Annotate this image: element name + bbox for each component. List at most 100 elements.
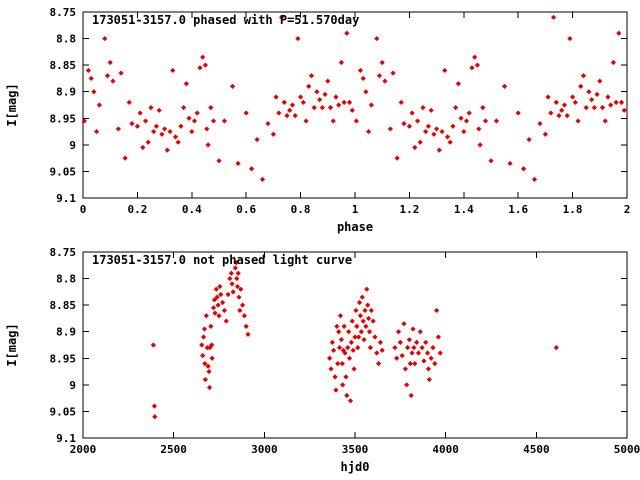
data-point (110, 78, 116, 84)
data-point (526, 136, 532, 143)
data-point (213, 286, 219, 292)
unphased-light-curve-chart: 2000 2500 3000 3500 4000 4500 5000 8.75 8.8 8.85 8… (0, 240, 640, 480)
data-point (217, 283, 223, 290)
data-point (570, 94, 576, 100)
data-point (367, 345, 374, 351)
data-point (488, 158, 494, 164)
data-point (395, 329, 402, 335)
data-point (548, 110, 554, 116)
data-point (447, 139, 453, 145)
x-tick-label: 0.2 (127, 203, 147, 216)
data-point (410, 326, 416, 332)
data-point (230, 289, 236, 295)
data-point (336, 345, 343, 351)
data-point (156, 107, 162, 113)
y-axis-label: I[mag] (5, 323, 19, 366)
data-point (390, 70, 396, 76)
data-point (420, 105, 426, 111)
y-tick-label: 9.05 (50, 165, 77, 178)
data-point (327, 355, 333, 361)
y-tick-label: 8.8 (56, 33, 76, 46)
data-point (453, 105, 459, 111)
data-point (239, 302, 246, 308)
data-point (322, 91, 328, 97)
data-point (333, 387, 339, 393)
data-point (140, 144, 146, 151)
data-point (228, 270, 234, 276)
data-point (358, 329, 364, 335)
data-point (344, 30, 350, 36)
chart-title: 173051-3157.0 not phased light curve (92, 253, 352, 267)
data-point (327, 105, 334, 111)
data-point (340, 382, 346, 388)
data-point (335, 361, 341, 367)
data-point (206, 368, 212, 375)
data-point (439, 128, 445, 135)
data-point (567, 35, 573, 42)
x-tick-label: 1.8 (563, 203, 583, 216)
y-tick-label: 8.8 (56, 273, 76, 286)
data-point (344, 392, 350, 399)
data-point (151, 403, 158, 409)
data-point (334, 323, 340, 329)
data-point (167, 128, 173, 135)
data-point (346, 329, 352, 335)
data-point (183, 81, 189, 87)
y-tick-label: 9.1 (56, 192, 76, 205)
data-point (206, 384, 213, 391)
data-point (345, 345, 351, 351)
data-point (152, 414, 158, 420)
data-point (194, 110, 200, 116)
data-point (276, 110, 282, 116)
data-point (209, 342, 215, 348)
data-point (502, 83, 508, 89)
data-point (284, 113, 290, 119)
data-point (404, 345, 411, 351)
data-point (586, 89, 592, 95)
data-point (189, 128, 195, 135)
data-point (605, 94, 611, 100)
data-point (507, 160, 513, 167)
data-point (394, 355, 400, 361)
data-point (330, 118, 336, 124)
data-point (599, 105, 606, 111)
data-point (421, 358, 427, 364)
data-point (428, 107, 434, 113)
data-point (107, 59, 113, 66)
data-point (550, 14, 557, 20)
data-point (591, 105, 597, 111)
data-point (220, 299, 226, 306)
plot-border (82, 251, 628, 439)
data-point (249, 166, 255, 172)
data-point (134, 123, 140, 129)
data-point (336, 329, 342, 335)
x-axis-label: phase (337, 220, 373, 234)
axis-ticks (82, 251, 628, 439)
data-point (254, 136, 260, 143)
data-point (200, 353, 206, 359)
data-point (225, 291, 231, 298)
data-point (270, 131, 276, 137)
data-point (469, 65, 475, 71)
data-point (589, 97, 595, 103)
y-tick-label: 8.85 (50, 299, 77, 312)
data-point (466, 110, 472, 116)
data-point (338, 337, 344, 343)
data-point (151, 128, 157, 135)
data-point (394, 155, 400, 161)
data-point (311, 105, 317, 111)
y-tick-label: 8.75 (50, 246, 77, 259)
data-point (129, 121, 135, 127)
data-point (273, 94, 279, 100)
data-point (237, 307, 243, 314)
data-point (398, 99, 404, 105)
data-point (346, 99, 353, 105)
data-point (583, 105, 589, 111)
data-point (243, 323, 249, 329)
data-point (363, 89, 369, 95)
data-point (235, 270, 241, 276)
data-point (357, 67, 364, 74)
data-point (287, 107, 293, 113)
data-point (265, 121, 271, 127)
data-point (387, 126, 393, 132)
